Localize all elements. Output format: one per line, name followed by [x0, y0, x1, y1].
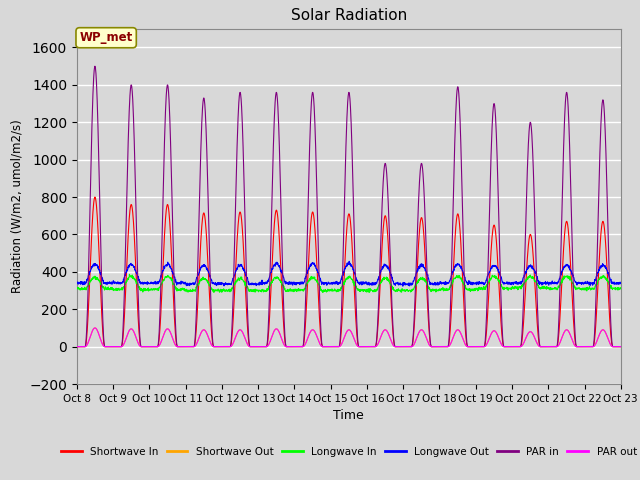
Title: Solar Radiation: Solar Radiation [291, 9, 407, 24]
X-axis label: Time: Time [333, 409, 364, 422]
Y-axis label: Radiation (W/m2, umol/m2/s): Radiation (W/m2, umol/m2/s) [11, 120, 24, 293]
Text: WP_met: WP_met [79, 31, 132, 44]
Legend: Shortwave In, Shortwave Out, Longwave In, Longwave Out, PAR in, PAR out: Shortwave In, Shortwave Out, Longwave In… [56, 443, 640, 461]
